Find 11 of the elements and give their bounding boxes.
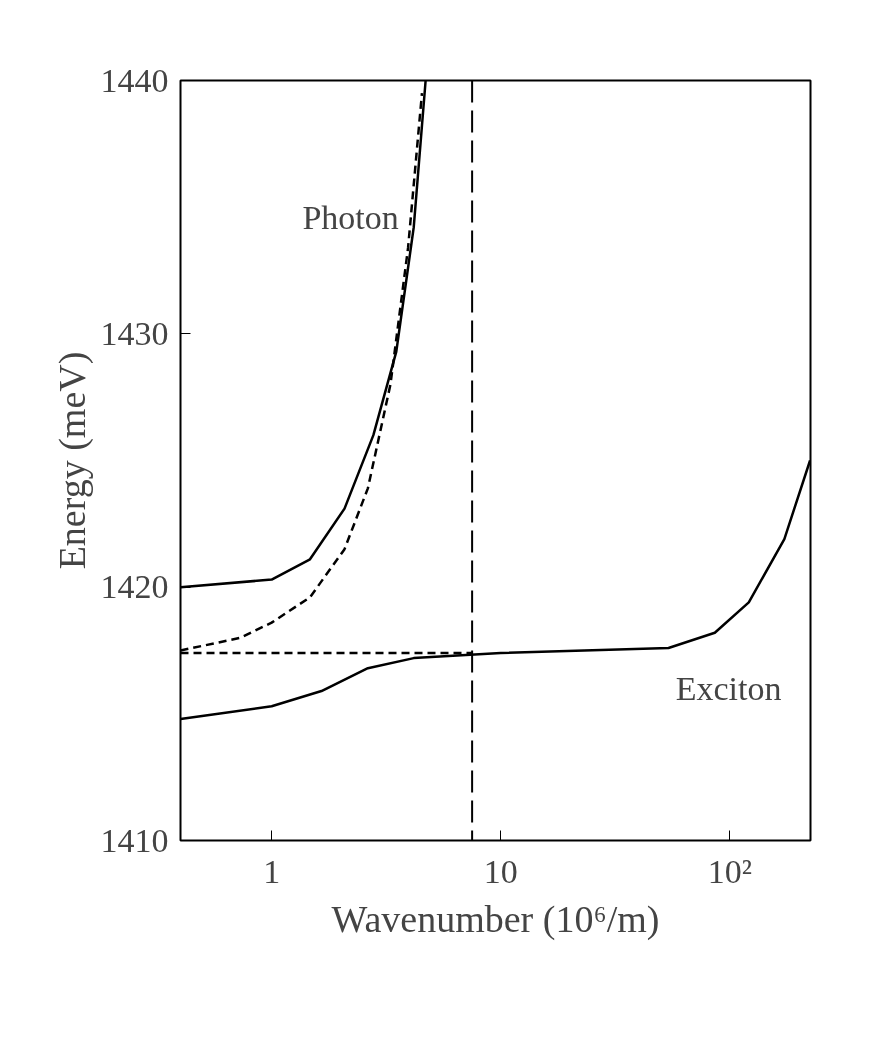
y-tick-label: 1430 xyxy=(100,314,169,352)
x-axis-title: Wavenumber (10⁶/m) xyxy=(331,897,660,941)
annotation: Photon xyxy=(302,198,399,236)
y-axis-title: Energy (meV) xyxy=(50,351,94,570)
x-tick-label: 1 xyxy=(263,852,281,890)
x-tick-label: 10² xyxy=(707,852,752,890)
y-tick-label: 1420 xyxy=(100,568,169,606)
annotation: Exciton xyxy=(675,670,782,707)
x-tick-label: 10 xyxy=(483,852,518,890)
y-tick-label: 1410 xyxy=(100,821,169,859)
y-tick-label: 1440 xyxy=(100,61,169,99)
